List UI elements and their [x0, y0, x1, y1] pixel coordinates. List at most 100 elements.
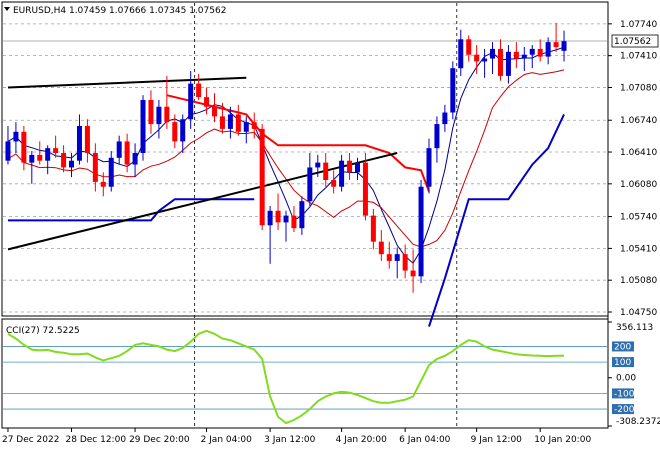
- bear-candle: [386, 254, 392, 261]
- price-tick-label: 1.05080: [620, 276, 657, 286]
- bull-candle: [490, 48, 496, 59]
- time-tick-label: 9 Jan 12:00: [471, 435, 523, 445]
- bear-candle: [148, 99, 154, 125]
- bull-candle: [243, 122, 249, 132]
- resistance-step-line: [166, 94, 430, 192]
- bull-candle: [13, 131, 19, 142]
- bear-candle: [466, 39, 472, 55]
- price-axis: 1.07740 1.07410 1.07080 1.06740 1.06410 1.060…: [608, 20, 659, 318]
- bull-candle: [180, 119, 186, 142]
- cci-tick-label: -308.2372: [616, 417, 660, 427]
- bull-candle: [140, 99, 146, 153]
- fast-ma-line: [7, 46, 565, 264]
- time-tick-label: 2 Jan 04:00: [201, 435, 253, 445]
- price-tick-label: 1.06410: [620, 148, 657, 158]
- price-tick-label: 1.07410: [620, 52, 657, 62]
- cci-panel-frame: [1, 318, 609, 429]
- cci-level-label: -100: [614, 389, 635, 399]
- bear-candle: [164, 106, 170, 123]
- time-tick-label: 4 Jan 20:00: [336, 435, 388, 445]
- bull-candle: [521, 54, 527, 59]
- bear-candle: [347, 160, 353, 173]
- current-price-box: [611, 34, 659, 48]
- grid: [3, 23, 607, 313]
- upper-trendline: [7, 76, 247, 89]
- cci-line: [7, 329, 564, 425]
- bull-candle: [315, 162, 321, 168]
- bear-candle: [37, 154, 43, 161]
- bull-candle: [299, 201, 305, 229]
- time-tick-label: 10 Jan 20:00: [534, 435, 591, 445]
- cci-tick-label: 0.00: [616, 374, 636, 384]
- price-tick-label: 1.07080: [620, 83, 657, 93]
- bull-candle: [188, 83, 194, 120]
- bear-candle: [212, 106, 218, 117]
- cci-tick-label: 356.113: [616, 323, 653, 333]
- bull-candle: [45, 148, 51, 161]
- bull-candle: [354, 162, 360, 173]
- bear-candle: [219, 116, 225, 129]
- bear-candle: [537, 48, 543, 57]
- bull-candle: [5, 141, 11, 161]
- bear-candle: [100, 181, 106, 187]
- time-tick-label: 29 Dec 20:00: [129, 435, 190, 445]
- bear-candle: [497, 48, 503, 76]
- bull-candle: [116, 141, 122, 158]
- time-axis: 27 Dec 2022 28 Dec 12:00 29 Dec 20:00 2 Jan…: [2, 428, 591, 445]
- bear-candle: [323, 162, 329, 180]
- bear-candle: [402, 254, 408, 271]
- bear-candle: [124, 141, 130, 165]
- bear-candle: [362, 162, 368, 216]
- bear-candle: [84, 126, 90, 153]
- bull-candle: [69, 160, 75, 168]
- bear-candle: [291, 215, 297, 229]
- candlesticks: [5, 22, 567, 293]
- price-tick-label: 1.06080: [620, 180, 657, 190]
- current-price-label: 1.07562: [614, 37, 651, 47]
- cci-indicator: [3, 329, 607, 425]
- bear-candle: [553, 42, 559, 47]
- cci-level-label: -200: [614, 405, 635, 415]
- bull-candle: [482, 58, 488, 62]
- bear-candle: [331, 179, 337, 187]
- chart-header-title: EURUSD,H4 1.07459 1.07666 1.07345 1.0756…: [13, 6, 226, 16]
- bull-candle: [505, 51, 511, 76]
- collapse-triangle-icon[interactable]: [4, 7, 10, 11]
- price-tick-label: 1.06740: [620, 116, 657, 126]
- bear-candle: [53, 148, 59, 153]
- bear-candle: [378, 241, 384, 255]
- time-tick-label: 3 Jan 12:00: [264, 435, 316, 445]
- bull-candle: [283, 215, 289, 223]
- bull-candle: [545, 42, 551, 57]
- bear-candle: [251, 122, 257, 129]
- bull-candle: [450, 68, 456, 113]
- bull-candle: [267, 210, 273, 226]
- bull-candle: [442, 112, 448, 125]
- bear-candle: [61, 152, 67, 168]
- cci-level-label: 200: [614, 342, 631, 352]
- lower-trendline: [7, 152, 398, 251]
- bull-candle: [307, 167, 313, 202]
- bull-candle: [394, 254, 400, 261]
- bear-candle: [474, 54, 480, 62]
- bear-candle: [259, 128, 265, 226]
- time-tick-label: 27 Dec 2022: [2, 435, 60, 445]
- bear-candle: [196, 83, 202, 98]
- bear-candle: [513, 51, 519, 59]
- period-separators: [194, 3, 458, 427]
- time-tick-label: 28 Dec 12:00: [66, 435, 127, 445]
- time-tick-label: 6 Jan 04:00: [399, 435, 451, 445]
- cci-label: CCI(27) 72.5225: [6, 326, 80, 336]
- price-tick-label: 1.05740: [620, 213, 657, 223]
- bull-candle: [156, 106, 162, 125]
- bear-candle: [275, 210, 281, 223]
- indicator-lines: [7, 46, 565, 327]
- bull-candle: [426, 148, 432, 187]
- bull-candle: [561, 41, 567, 51]
- bear-candle: [172, 122, 178, 142]
- bear-candle: [235, 114, 241, 132]
- cci-level-label: 100: [614, 358, 631, 368]
- cci-level-box: [612, 341, 634, 352]
- bull-candle: [76, 126, 82, 161]
